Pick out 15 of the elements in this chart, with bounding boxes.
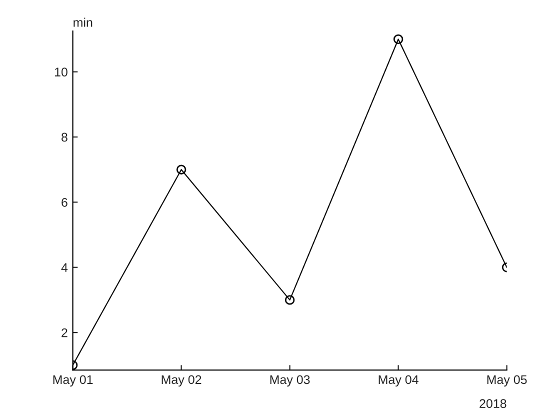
x-tick-label: May 01 [53,375,93,387]
point [176,164,186,174]
point [284,295,295,305]
y-axis-title: min [74,18,92,27]
y-tick-label: 8 [62,132,68,142]
x-tick-label: May 03 [270,375,310,387]
y-tick-label: 10 [54,68,68,76]
x-tick-label: May 05 [487,375,527,387]
y-tick-label: 4 [61,263,68,272]
text: 2018 [480,399,506,408]
x-tick-label: May 02 [162,375,202,387]
y-tick-label: 2 [62,328,68,338]
point [393,34,404,44]
x-tick-label: May 04 [378,375,418,387]
y-tick-label: 6 [62,198,68,207]
